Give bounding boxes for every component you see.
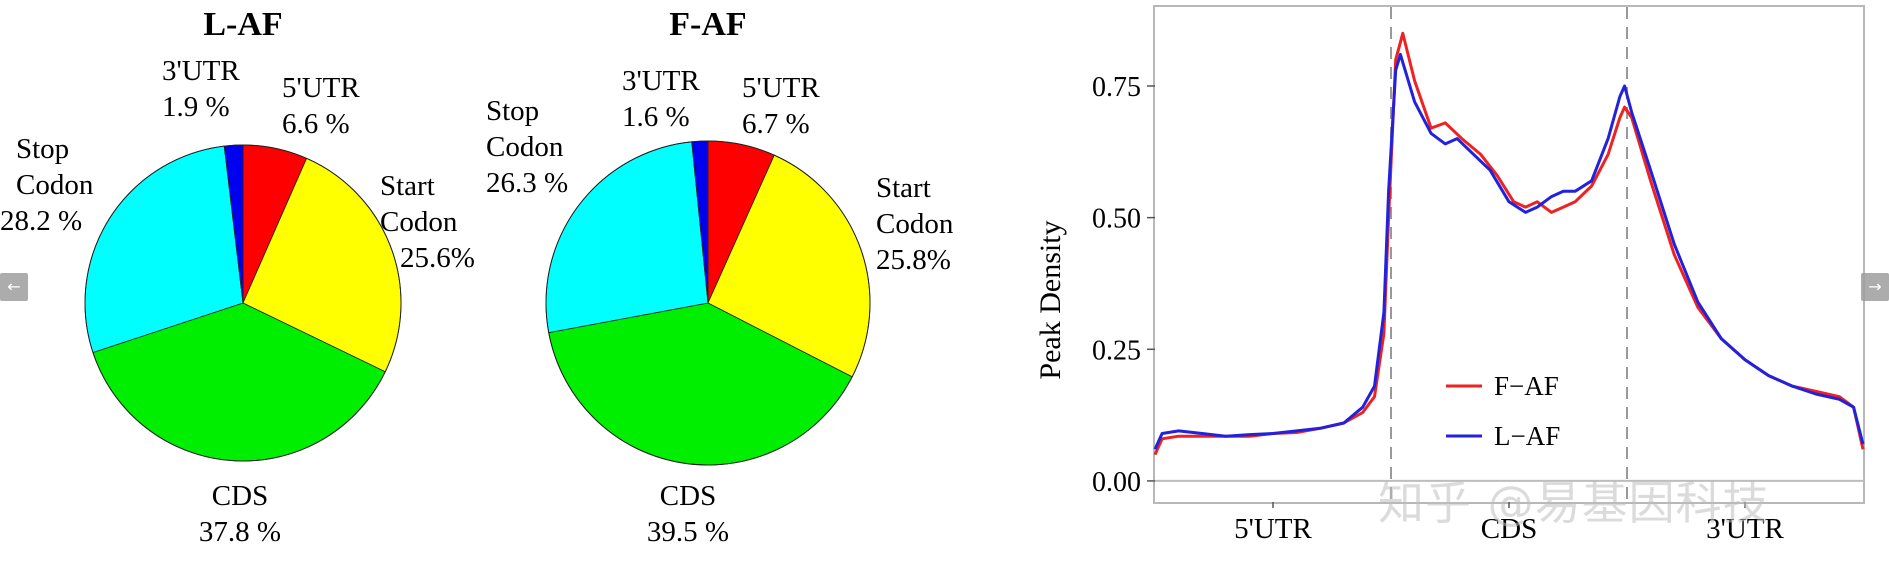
pie-label-start-codon: Start Codon 25.8% [876, 172, 954, 276]
pie-label-cds: CDS 37.8 % [199, 480, 281, 548]
density-line-chart: 0.00 0.25 0.50 0.75 5'UTR CDS 3'UTR Peak Densi… [1034, 5, 1865, 545]
y-tick-label: 0.50 [1092, 204, 1141, 235]
pie-label-5-utr: 5'UTR 6.7 % [742, 72, 820, 140]
legend-label-l-af: L−AF [1494, 421, 1560, 451]
pie-outline [545, 140, 871, 466]
pie-label-start-codon: Start Codon 25.6% [380, 170, 475, 274]
legend: F−AF L−AF [1446, 371, 1560, 451]
pie-label-stop-codon: Stop Codon 28.2 % [0, 133, 94, 237]
x-region-label-3-utr: 3'UTR [1706, 513, 1784, 545]
x-region-label-cds: CDS [1481, 513, 1537, 545]
previous-arrow-icon[interactable]: ← [0, 273, 28, 301]
next-arrow-icon[interactable]: → [1861, 273, 1889, 301]
y-axis-label: Peak Density [1034, 220, 1067, 379]
legend-label-f-af: F−AF [1494, 371, 1559, 401]
pie-slice-stop-codon [545, 141, 709, 334]
pie-label-cds: CDS 39.5 % [647, 480, 729, 548]
pie-chart-f-af: 5'UTR 6.7 % Start Codon 25.8% CDS 39.5 % Stop Co… [486, 65, 954, 548]
y-tick-label: 0.75 [1092, 72, 1141, 103]
pie-title-l-af: L-AF [203, 6, 282, 43]
pie-title-f-af: F-AF [669, 6, 746, 43]
pie-label-5-utr: 5'UTR 6.6 % [282, 72, 360, 140]
series-line-l-af [1153, 52, 1865, 450]
y-tick-label: 0.25 [1092, 335, 1141, 366]
pie-label-3-utr: 3'UTR 1.6 % [622, 65, 700, 133]
y-tick-label: 0.00 [1092, 467, 1141, 498]
pie-chart-l-af: 5'UTR 6.6 % Start Codon 25.6% CDS 37.8 % Stop Co… [0, 55, 475, 548]
plot-panel-border [1153, 5, 1865, 504]
x-region-label-5-utr: 5'UTR [1234, 513, 1312, 545]
pie-label-3-utr: 3'UTR 1.9 % [162, 55, 240, 123]
watermark-text: 知乎 @易基因科技 [1378, 476, 1770, 530]
pie-outline [84, 144, 402, 462]
pie-label-stop-codon: Stop Codon 26.3 % [486, 95, 568, 199]
plot-series [1153, 31, 1865, 456]
